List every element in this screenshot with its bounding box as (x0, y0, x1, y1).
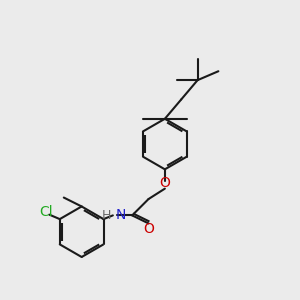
Text: O: O (143, 222, 154, 236)
Text: H: H (102, 209, 111, 222)
Text: Cl: Cl (39, 205, 52, 219)
Text: N: N (116, 208, 126, 222)
Text: O: O (159, 176, 170, 190)
